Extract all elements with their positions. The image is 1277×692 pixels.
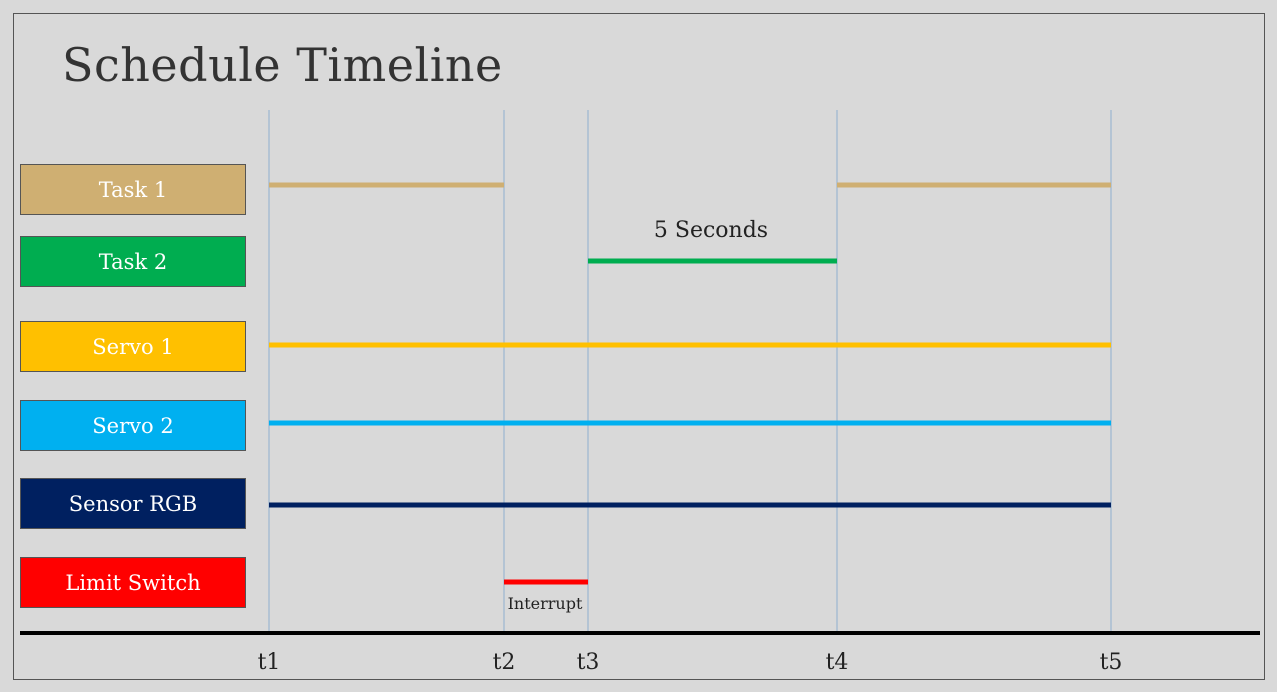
tick-label-t4: t4	[826, 650, 849, 675]
row-label-sensor-rgb: Sensor RGB	[20, 478, 246, 529]
diagram-frame	[13, 13, 1265, 680]
row-label-task-2: Task 2	[20, 236, 246, 287]
row-label-limit-switch: Limit Switch	[20, 557, 246, 608]
tick-label-t3: t3	[577, 650, 600, 675]
row-label-servo-1: Servo 1	[20, 321, 246, 372]
tick-label-t2: t2	[493, 650, 516, 675]
diagram-title: Schedule Timeline	[62, 38, 503, 92]
duration-annotation: 5 Seconds	[654, 218, 768, 243]
interrupt-annotation: Interrupt	[508, 594, 583, 613]
row-label-servo-2: Servo 2	[20, 400, 246, 451]
row-label-task-1: Task 1	[20, 164, 246, 215]
tick-label-t5: t5	[1100, 650, 1123, 675]
tick-label-t1: t1	[258, 650, 281, 675]
